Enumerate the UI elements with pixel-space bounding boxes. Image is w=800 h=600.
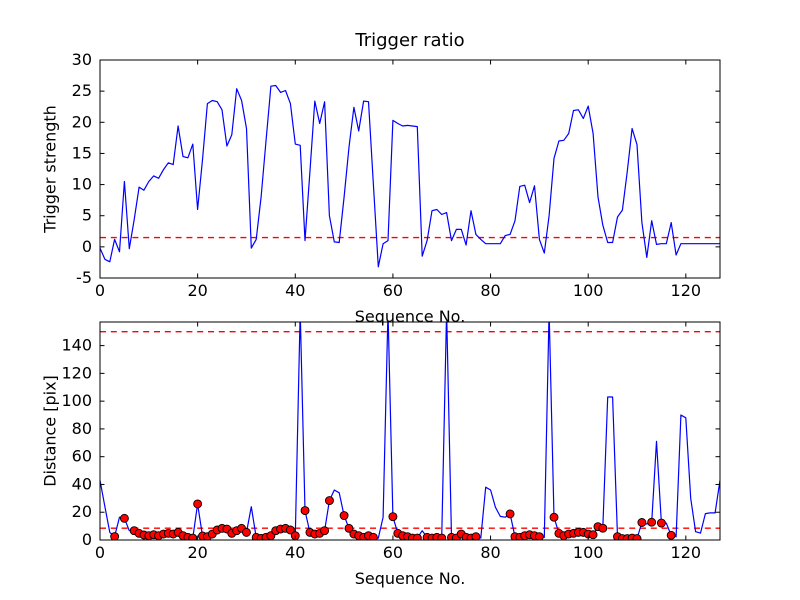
y-tick-label: 20 (72, 502, 92, 521)
x-tick-label: 20 (187, 281, 207, 300)
x-tick-label: 120 (671, 281, 702, 300)
data-point-marker (412, 533, 422, 540)
y-tick-label: 10 (72, 175, 92, 194)
y-tick-label: 25 (72, 81, 92, 100)
data-point-marker (647, 517, 657, 527)
data-point-marker (242, 527, 251, 537)
data-point-marker (188, 533, 198, 540)
y-tick-label: 60 (72, 447, 92, 466)
x-tick-label: 80 (480, 281, 500, 300)
y-tick-label: 100 (61, 391, 92, 410)
data-point-marker (505, 509, 515, 519)
data-point-marker (598, 523, 608, 533)
distance-ticks (99, 322, 720, 541)
y-tick-label: 120 (61, 363, 92, 382)
x-tick-label: 20 (187, 543, 207, 562)
y-tick-label: 80 (72, 419, 92, 438)
chart-title: Trigger ratio (355, 30, 465, 51)
y-tick-label: 5 (82, 206, 92, 225)
y-tick-label: 140 (61, 336, 92, 355)
bottom-y-axis-label: Distance [pix] (40, 375, 60, 487)
data-point-marker (534, 532, 544, 540)
x-tick-label: 0 (95, 543, 105, 562)
y-tick-label: 40 (72, 474, 92, 493)
data-point-marker (637, 518, 647, 527)
data-point-marker (471, 532, 481, 540)
y-tick-label: 30 (72, 50, 92, 69)
x-tick-label: 40 (285, 281, 305, 300)
data-point-marker (300, 506, 310, 516)
data-point-marker (193, 499, 203, 509)
data-point-marker (110, 532, 120, 540)
data-point-marker (344, 523, 354, 533)
x-tick-label: 100 (573, 543, 604, 562)
y-tick-label: -5 (76, 268, 92, 287)
data-point-marker (632, 534, 642, 540)
x-tick-label: 40 (285, 543, 305, 562)
y-tick-label: 0 (82, 530, 92, 549)
data-point-marker (119, 513, 129, 523)
y-tick-label: 20 (72, 112, 92, 131)
top-x-axis-label: Sequence No. (354, 307, 466, 326)
distance-series-line (100, 322, 720, 540)
data-point-marker (666, 530, 676, 540)
data-point-marker (588, 530, 598, 540)
data-point-marker (320, 526, 330, 536)
x-tick-label: 120 (671, 543, 702, 562)
data-point-marker (339, 511, 349, 521)
bottom-x-axis-label: Sequence No. (354, 569, 466, 588)
data-point-marker (368, 532, 378, 540)
distance-trigger-markers (110, 496, 676, 540)
x-tick-label: 80 (480, 543, 500, 562)
x-tick-label: 100 (573, 281, 604, 300)
distance-plot-area: 0 20 40 60 80 100 120 0 20 40 60 80 100 120 140 (61, 321, 721, 562)
data-point-marker (437, 533, 447, 540)
trigger-strength-axes-frame (99, 59, 721, 279)
data-point-marker (388, 512, 398, 522)
x-tick-label: 60 (383, 281, 403, 300)
trigger-strength-series-line (100, 84, 720, 268)
data-point-marker (324, 496, 334, 506)
top-y-axis-label: Trigger strength (40, 105, 60, 233)
data-point-marker (656, 518, 666, 528)
data-point-marker (549, 512, 559, 522)
x-tick-label: 0 (95, 281, 105, 300)
y-tick-label: 0 (82, 237, 92, 256)
distance-axes-frame (99, 321, 721, 541)
trigger-strength-ticks (99, 59, 720, 279)
y-tick-label: 15 (72, 143, 92, 162)
x-tick-label: 60 (383, 543, 403, 562)
data-point-marker (285, 525, 295, 535)
